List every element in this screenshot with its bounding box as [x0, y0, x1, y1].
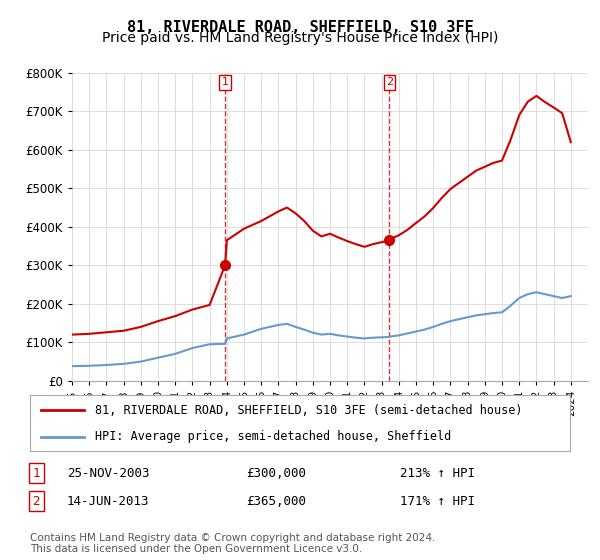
Text: £365,000: £365,000 [246, 494, 306, 508]
Text: 14-JUN-2013: 14-JUN-2013 [67, 494, 149, 508]
Text: 81, RIVERDALE ROAD, SHEFFIELD, S10 3FE: 81, RIVERDALE ROAD, SHEFFIELD, S10 3FE [127, 20, 473, 35]
Text: Contains HM Land Registry data © Crown copyright and database right 2024.
This d: Contains HM Land Registry data © Crown c… [30, 533, 436, 554]
Text: 171% ↑ HPI: 171% ↑ HPI [401, 494, 476, 508]
Text: 25-NOV-2003: 25-NOV-2003 [67, 466, 149, 480]
Text: 1: 1 [221, 77, 229, 87]
Text: 81, RIVERDALE ROAD, SHEFFIELD, S10 3FE (semi-detached house): 81, RIVERDALE ROAD, SHEFFIELD, S10 3FE (… [95, 404, 522, 417]
Text: HPI: Average price, semi-detached house, Sheffield: HPI: Average price, semi-detached house,… [95, 430, 451, 444]
Text: Price paid vs. HM Land Registry's House Price Index (HPI): Price paid vs. HM Land Registry's House … [102, 31, 498, 45]
Text: £300,000: £300,000 [246, 466, 306, 480]
Text: 2: 2 [32, 494, 40, 508]
Text: 213% ↑ HPI: 213% ↑ HPI [401, 466, 476, 480]
Text: 1: 1 [32, 466, 40, 480]
Text: 2: 2 [386, 77, 393, 87]
